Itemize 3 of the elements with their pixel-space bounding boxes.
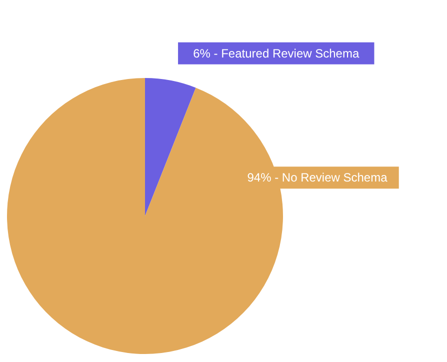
- pie-slice: [145, 78, 196, 216]
- slice-label: 94% - No Review Schema: [247, 170, 388, 185]
- slice-label: 6% - Featured Review Schema: [193, 46, 360, 60]
